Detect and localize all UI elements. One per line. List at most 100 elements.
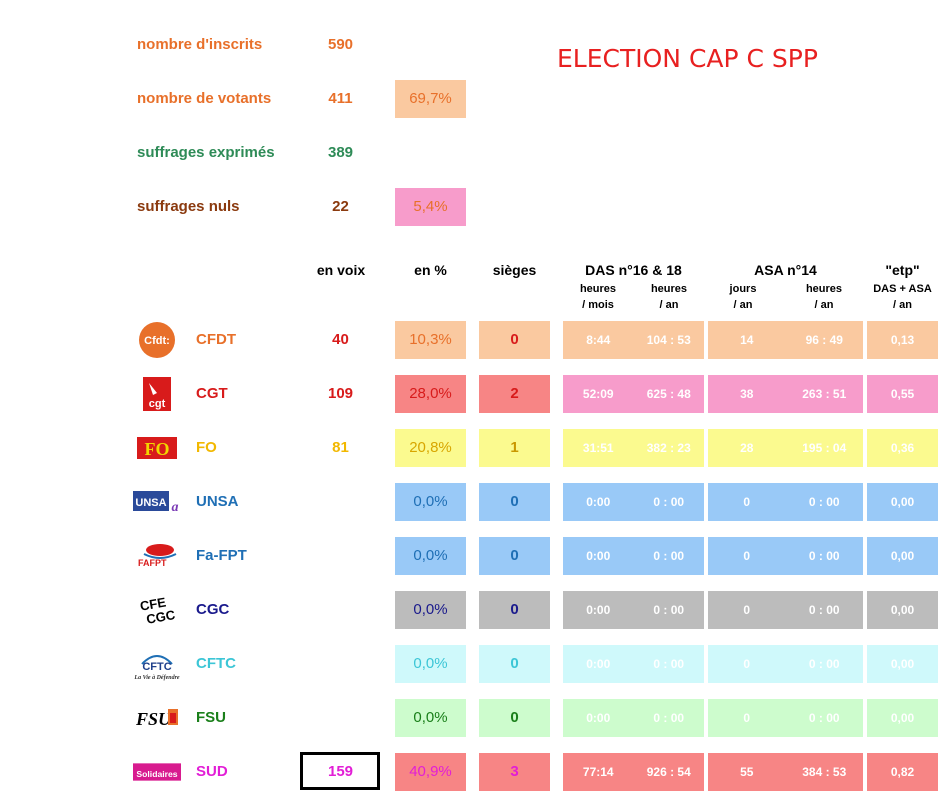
asa-cell: 55 384 : 53 — [708, 753, 863, 791]
union-percentage: 40,9% — [395, 753, 466, 791]
das-hours-year: 625 : 48 — [646, 387, 691, 401]
das-hours-year: 0 : 00 — [653, 495, 685, 509]
cftc-logo-icon: CFTC La Vie à Défendre — [133, 645, 181, 683]
asa-values: 38 263 : 51 — [708, 375, 863, 413]
etp-cell: 0,13 — [867, 321, 938, 359]
das-values: 0:00 0 : 00 — [563, 483, 704, 521]
subheader-asa-an-2: / an — [814, 299, 834, 311]
asa-cell: 0 0 : 00 — [708, 699, 863, 737]
asa-days-year: 0 — [743, 549, 751, 563]
union-votes — [318, 483, 363, 521]
das-cell: 77:14 926 : 54 — [563, 753, 704, 791]
union-percentage: 0,0% — [395, 645, 466, 683]
union-seats: 0 — [479, 321, 550, 359]
stat-value: 22 — [332, 198, 349, 215]
header-asa: ASA n°14 — [754, 262, 817, 278]
stat-label: nombre d'inscrits — [137, 36, 263, 53]
header-das: DAS n°16 & 18 — [585, 262, 682, 278]
das-values: 31:51 382 : 23 — [563, 429, 704, 467]
svg-text:CFTC: CFTC — [142, 661, 171, 673]
asa-days-year: 0 — [743, 711, 751, 725]
union-votes — [318, 645, 363, 683]
asa-values: 55 384 : 53 — [708, 753, 863, 791]
cfe-cgc-logo-icon: CFE CGC — [133, 591, 181, 629]
das-values: 52:09 625 : 48 — [563, 375, 704, 413]
svg-text:CGC: CGC — [145, 607, 177, 627]
das-hours-year: 0 : 00 — [653, 657, 685, 671]
das-hours-month: 0:00 — [586, 549, 611, 563]
asa-hours-year: 0 : 00 — [808, 657, 840, 671]
das-hours-month: 8:44 — [586, 333, 611, 347]
header-etp: "etp" — [885, 262, 920, 278]
stat-value: 590 — [327, 36, 354, 53]
das-cell: 0:00 0 : 00 — [563, 537, 704, 575]
das-hours-year: 0 : 00 — [653, 549, 685, 563]
das-values: 8:44 104 : 53 — [563, 321, 704, 359]
asa-days-year: 0 — [743, 657, 751, 671]
das-hours-year: 926 : 54 — [646, 765, 691, 779]
svg-text:FO: FO — [145, 439, 170, 459]
das-hours-month: 0:00 — [586, 495, 611, 509]
union-seats: 2 — [479, 375, 550, 413]
asa-hours-year: 0 : 00 — [808, 603, 840, 617]
das-cell: 0:00 0 : 00 — [563, 483, 704, 521]
svg-text:CFE: CFE — [139, 594, 168, 613]
header-sieges: sièges — [492, 262, 537, 278]
asa-values: 0 0 : 00 — [708, 483, 863, 521]
asa-cell: 28 195 : 04 — [708, 429, 863, 467]
asa-cell: 14 96 : 49 — [708, 321, 863, 359]
subheader-asa-an-1: / an — [733, 299, 753, 311]
asa-days-year: 0 — [743, 495, 751, 509]
union-name: CFTC — [196, 655, 236, 672]
das-values: 0:00 0 : 00 — [563, 591, 704, 629]
etp-cell: 0,00 — [867, 699, 938, 737]
das-values: 0:00 0 : 00 — [563, 645, 704, 683]
svg-text:Solidaires: Solidaires — [136, 769, 177, 779]
stat-percentage: 5,4% — [395, 188, 466, 226]
fsu-logo-icon: FSU — [133, 699, 181, 737]
stat-percentage: 69,7% — [395, 80, 466, 118]
union-seats: 0 — [479, 645, 550, 683]
das-hours-month: 31:51 — [582, 441, 614, 455]
subheader-das-heures-1: heures — [579, 283, 617, 295]
das-hours-year: 104 : 53 — [646, 333, 691, 347]
etp-cell: 0,55 — [867, 375, 938, 413]
asa-hours-year: 0 : 00 — [808, 549, 840, 563]
svg-text:a: a — [172, 500, 179, 515]
asa-cell: 38 263 : 51 — [708, 375, 863, 413]
asa-hours-year: 96 : 49 — [805, 333, 843, 347]
asa-values: 0 0 : 00 — [708, 537, 863, 575]
header-en-voix: en voix — [316, 262, 366, 278]
cfdt-logo-icon: Cfdt: — [133, 321, 181, 359]
etp-cell: 0,00 — [867, 483, 938, 521]
das-cell: 0:00 0 : 00 — [563, 645, 704, 683]
asa-hours-year: 384 : 53 — [802, 765, 847, 779]
das-values: 0:00 0 : 00 — [563, 699, 704, 737]
etp-cell: 0,00 — [867, 537, 938, 575]
asa-days-year: 55 — [740, 765, 754, 779]
svg-text:La Vie à Défendre: La Vie à Défendre — [134, 675, 180, 681]
cgt-logo-icon: cgt — [133, 375, 181, 413]
etp-cell: 0,00 — [867, 591, 938, 629]
union-seats: 0 — [479, 699, 550, 737]
asa-days-year: 14 — [740, 333, 754, 347]
asa-values: 28 195 : 04 — [708, 429, 863, 467]
stat-value: 389 — [327, 144, 354, 161]
union-percentage: 0,0% — [395, 699, 466, 737]
union-percentage: 0,0% — [395, 483, 466, 521]
union-votes: 109 — [327, 385, 354, 402]
union-seats: 1 — [479, 429, 550, 467]
union-name: CGC — [196, 601, 230, 618]
union-name: CGT — [196, 385, 228, 402]
das-hours-month: 0:00 — [586, 603, 611, 617]
header-en-pct: en % — [414, 262, 447, 278]
das-cell: 52:09 625 : 48 — [563, 375, 704, 413]
asa-days-year: 0 — [743, 603, 751, 617]
asa-hours-year: 0 : 00 — [808, 495, 840, 509]
union-percentage: 0,0% — [395, 537, 466, 575]
svg-text:UNSA: UNSA — [135, 497, 166, 509]
union-seats: 3 — [479, 753, 550, 791]
union-name: CFDT — [196, 331, 236, 348]
asa-hours-year: 0 : 00 — [808, 711, 840, 725]
stat-label: suffrages nuls — [137, 198, 240, 215]
